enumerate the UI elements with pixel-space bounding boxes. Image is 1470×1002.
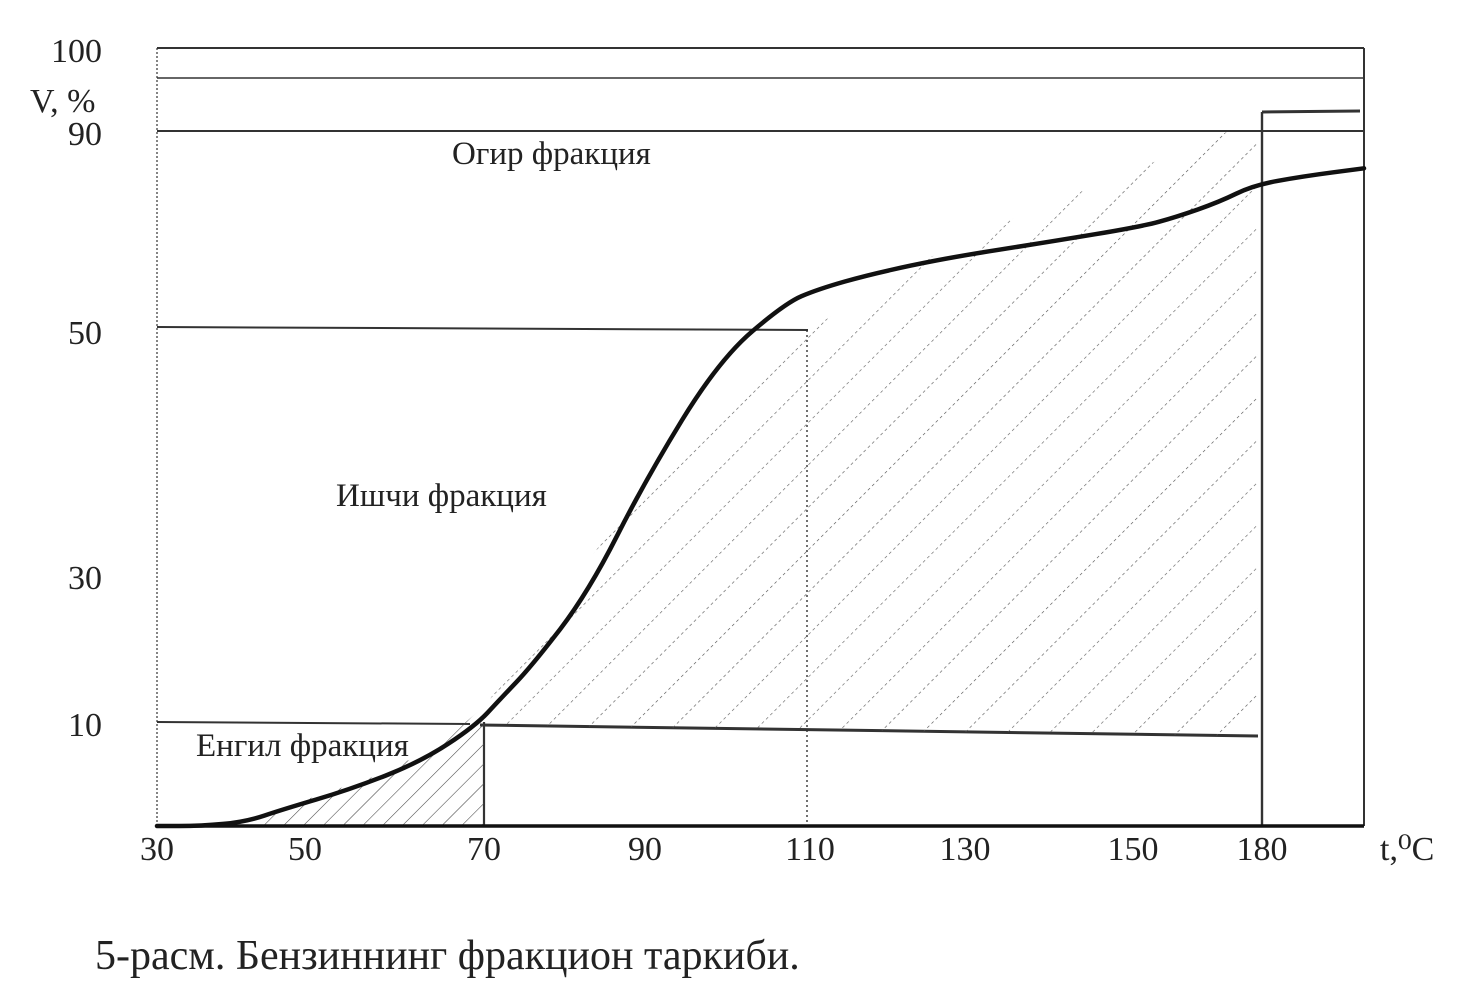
y-tick-labels: 10 30 50 90 100 [51, 33, 102, 744]
y-tick-label: 100 [51, 33, 102, 70]
frame-lines [156, 47, 1365, 826]
end-point-line [1261, 109, 1361, 114]
figure-caption: 5-расм. Бензиннинг фракцион таркиби. [95, 933, 800, 979]
middle-fraction-hatch [486, 118, 1258, 736]
x-tick-label: 180 [1237, 831, 1288, 868]
x-tick-label: 50 [288, 831, 322, 868]
light-fraction-label: Енгил фракция [196, 728, 409, 764]
x-tick-labels: 30 50 70 90 110 130 150 180 [140, 831, 1288, 868]
x-tick-label: 150 [1108, 831, 1159, 868]
light-fraction-hatch [243, 710, 484, 826]
middle-fraction-label: Ишчи фракция [336, 478, 547, 514]
x-tick-label: 30 [140, 831, 174, 868]
x-tick-label: 70 [467, 831, 501, 868]
x-tick-label: 130 [940, 831, 991, 868]
x-tick-label: 110 [785, 831, 835, 868]
light-fraction-left-line [156, 721, 471, 725]
y-tick-label: 10 [68, 707, 102, 744]
y-tick-label: 30 [68, 560, 102, 597]
y-axis-title: V, % [30, 83, 96, 120]
y-tick-label: 90 [68, 116, 102, 153]
x-tick-label: 90 [628, 831, 662, 868]
light-fraction-line [479, 723, 1259, 738]
distillation-curve [154, 166, 1367, 829]
x-axis-title: t,⁰C [1380, 831, 1434, 868]
middle-fraction-line [156, 326, 809, 331]
y-tick-label: 50 [68, 315, 102, 352]
heavy-fraction-label: Огир фракция [452, 136, 651, 172]
